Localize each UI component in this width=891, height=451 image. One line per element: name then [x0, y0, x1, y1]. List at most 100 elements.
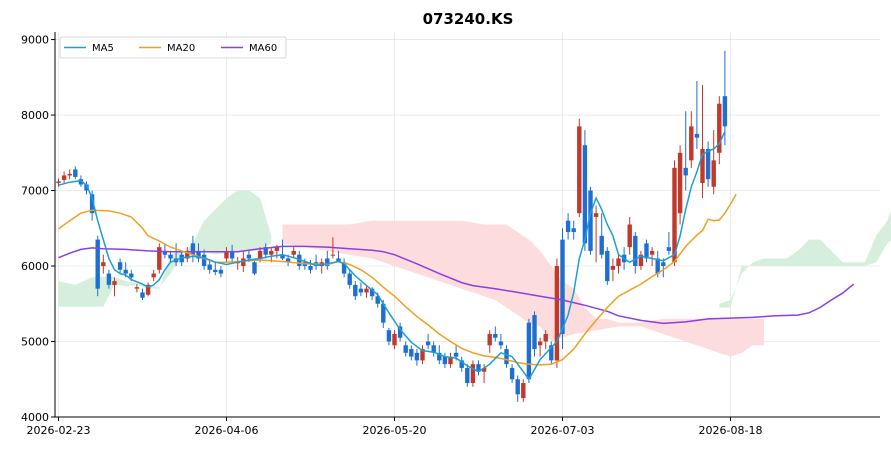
candle: [358, 282, 364, 297]
candle-body: [616, 258, 621, 267]
legend-label: MA20: [167, 43, 195, 54]
candle-body: [229, 250, 235, 259]
candle: [661, 258, 666, 278]
candle-body: [453, 352, 459, 357]
candle-body: [397, 326, 403, 338]
x-tick-label: 2026-04-06: [195, 424, 259, 437]
candle: [56, 178, 61, 187]
candle: [420, 345, 425, 365]
candle: [543, 330, 548, 350]
candle: [644, 239, 649, 263]
candle-body: [425, 341, 431, 346]
candle-body: [73, 169, 78, 177]
candle: [95, 235, 100, 297]
x-tick-label: 2026-07-03: [531, 424, 595, 437]
candle-body: [123, 269, 128, 274]
cloud-bear-region: [282, 220, 765, 357]
candle-body: [291, 250, 296, 255]
candle-body: [481, 367, 487, 372]
candle: [677, 145, 683, 225]
candle-body: [106, 273, 112, 285]
candle-body: [442, 356, 448, 365]
candle: [431, 341, 436, 357]
candle-body: [537, 341, 543, 346]
candle-body: [493, 333, 498, 338]
candle-body: [308, 266, 313, 270]
candle: [392, 330, 397, 350]
candle: [509, 364, 515, 384]
candle: [515, 375, 520, 402]
candle-body: [213, 269, 218, 273]
candle: [493, 326, 498, 342]
candle-body: [465, 367, 470, 384]
candle: [364, 284, 369, 298]
candle-body: [358, 288, 364, 293]
candle-body: [487, 333, 492, 346]
candle: [151, 269, 156, 282]
cloud-bull-region: [58, 190, 272, 307]
legend-label: MA60: [249, 43, 277, 54]
legend-box: [59, 36, 287, 59]
candle-body: [341, 262, 347, 274]
candle-body: [498, 341, 504, 346]
candle: [717, 96, 722, 165]
candle-body: [683, 167, 688, 176]
candle: [549, 341, 554, 365]
candle-body: [162, 250, 168, 255]
candle-body: [185, 250, 190, 259]
candle: [565, 213, 571, 240]
candle-body: [610, 266, 616, 270]
candle: [185, 247, 190, 263]
candle-body: [694, 133, 700, 138]
candle: [459, 356, 464, 372]
candle: [101, 254, 106, 274]
candle: [638, 250, 644, 270]
candlesticks: [56, 50, 728, 402]
y-tick-label: 5000: [21, 336, 49, 349]
cloud-bull-region: [719, 210, 891, 308]
candle-body: [677, 152, 683, 214]
legend: MA5 MA20 MA60: [59, 36, 287, 59]
candle: [341, 258, 347, 278]
candle-body: [252, 262, 257, 274]
y-tick-label: 4000: [21, 411, 49, 424]
y-tick-label: 8000: [21, 109, 49, 122]
candle: [291, 247, 296, 259]
candle: [117, 258, 123, 274]
candle: [347, 269, 352, 289]
candle: [397, 322, 403, 342]
candle-body: [515, 379, 520, 395]
candle: [325, 250, 330, 270]
candle-body: [168, 254, 173, 259]
candle-body: [67, 173, 72, 176]
candle: [252, 258, 257, 276]
candle-body: [336, 258, 341, 263]
candle-body: [593, 213, 599, 217]
candle-body: [554, 266, 560, 361]
candle-body: [157, 247, 162, 270]
candle: [470, 360, 476, 387]
candle-body: [560, 239, 565, 334]
candle-body: [666, 247, 672, 251]
candle-body: [224, 250, 229, 259]
y-tick-label: 7000: [21, 185, 49, 198]
candle-body: [241, 258, 246, 267]
candle-body: [655, 258, 660, 274]
candle-body: [269, 250, 274, 255]
candle-body: [711, 160, 716, 187]
candle-body: [196, 250, 201, 259]
candle: [577, 118, 582, 217]
candle-body: [386, 330, 392, 342]
candle: [106, 269, 112, 289]
candle-body: [605, 250, 610, 282]
candle: [722, 50, 728, 146]
x-tick-label: 2026-02-23: [27, 424, 91, 437]
candle-body: [392, 333, 397, 346]
candle: [582, 130, 588, 251]
candle: [61, 171, 67, 183]
candle: [157, 243, 162, 274]
candle-body: [129, 273, 134, 278]
candle-body: [263, 247, 268, 255]
candle: [134, 284, 140, 293]
candle-body: [201, 254, 207, 267]
